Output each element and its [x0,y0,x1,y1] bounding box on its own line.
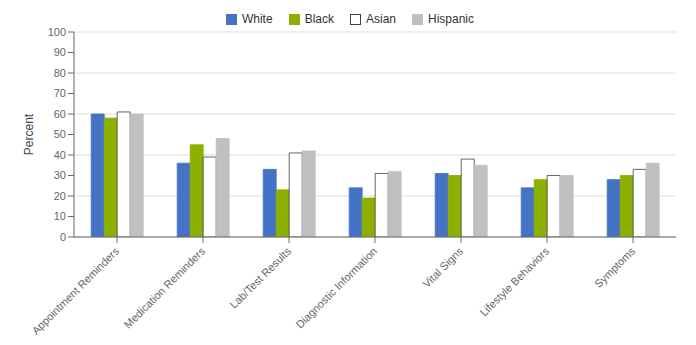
svg-text:Medication Reminders: Medication Reminders [121,244,207,330]
svg-text:0: 0 [60,231,66,243]
svg-text:Symptoms: Symptoms [592,244,638,290]
svg-text:Vital Signs: Vital Signs [420,244,465,289]
svg-text:Percent: Percent [22,113,36,155]
svg-text:10: 10 [54,210,66,222]
svg-text:Appointment Reminders: Appointment Reminders [29,244,121,336]
svg-text:100: 100 [48,26,66,38]
svg-text:50: 50 [54,128,66,140]
html-text:Hispanic: Hispanic [428,12,474,26]
svg-text:90: 90 [54,46,66,58]
svg-text:Lab/Test Results: Lab/Test Results [227,244,293,310]
svg-text:60: 60 [54,108,66,120]
svg-text:20: 20 [54,190,66,202]
svg-text:40: 40 [54,149,66,161]
svg-text:30: 30 [54,169,66,181]
html-text:Asian: Asian [366,12,396,26]
svg-text:Diagnostic Information: Diagnostic Information [293,245,379,331]
svg-text:80: 80 [54,67,66,79]
svg-text:Lifestyle Behaviors: Lifestyle Behaviors [477,244,551,318]
html-text:Black: Black [304,12,334,26]
svg-text:70: 70 [54,87,66,99]
html-text:White: White [242,12,273,26]
